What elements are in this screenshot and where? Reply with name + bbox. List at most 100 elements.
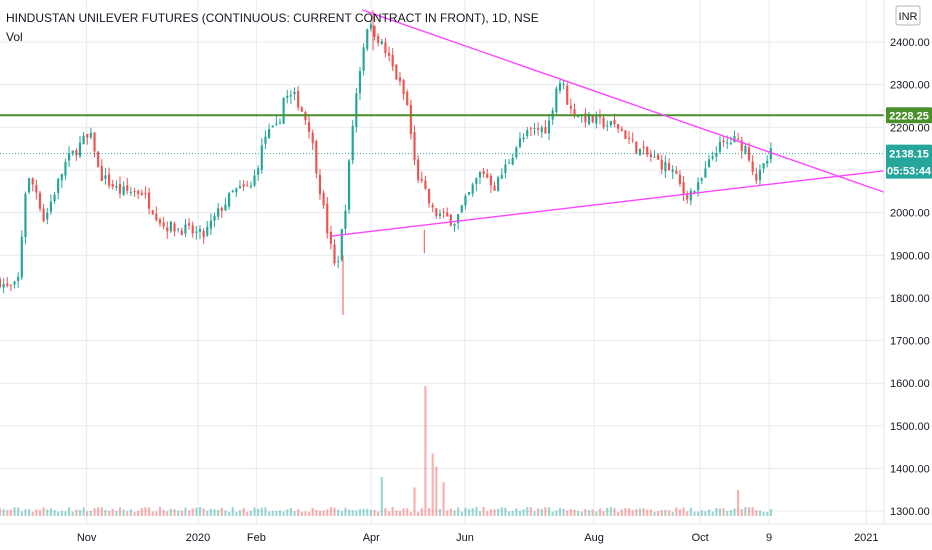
volume-bar [220, 507, 223, 516]
candle-body [318, 174, 322, 195]
candle-body [300, 107, 303, 112]
time-tick: Nov [77, 532, 97, 544]
candle-body [566, 85, 569, 105]
candle-body [740, 140, 743, 151]
candle-body [20, 236, 23, 278]
volume-bar [24, 509, 27, 516]
candle-body [166, 227, 169, 232]
candle-body [638, 148, 642, 156]
volume-bar [511, 510, 514, 516]
candle-body [82, 135, 85, 145]
volume-bar [78, 510, 82, 516]
candle-body [86, 134, 89, 138]
candle-body [627, 137, 631, 139]
volume-bar [540, 509, 543, 516]
volume-bar [413, 487, 416, 516]
volume-bar [707, 509, 711, 516]
candle-body [9, 284, 12, 286]
volume-bar [122, 509, 125, 516]
candle-body [671, 169, 674, 172]
candle-body [355, 93, 358, 127]
volume-bar [609, 507, 612, 516]
candle-body [147, 192, 151, 209]
candle-body [555, 88, 558, 113]
candle-body [326, 203, 329, 234]
volume-bar [613, 508, 616, 516]
candle-body [420, 179, 423, 181]
volume-bar [322, 510, 325, 516]
candle-body [107, 174, 111, 186]
volume-bar [362, 509, 365, 516]
volume-bar [86, 511, 89, 516]
candle-body [366, 29, 369, 49]
price-tick: 1400.00 [890, 464, 930, 476]
candle-body [344, 210, 347, 229]
candle-body [769, 148, 772, 160]
volume-bar [747, 507, 751, 516]
volume-bar [198, 507, 202, 516]
volume-bar [42, 507, 45, 516]
candle-body [475, 178, 478, 184]
volume-bar [49, 508, 52, 516]
price-axis[interactable] [884, 0, 932, 524]
candle-body [162, 222, 165, 227]
candle-body [657, 154, 660, 160]
upper-trendline[interactable] [362, 9, 885, 193]
candle-body [53, 194, 56, 202]
volume-bar [482, 506, 485, 516]
candle-body [264, 136, 267, 144]
volume-bar [631, 510, 634, 516]
candle-body [387, 53, 391, 56]
candle-body [460, 205, 463, 213]
volume-bar [224, 510, 227, 516]
volume-bars [0, 386, 772, 516]
volume-bar [282, 511, 285, 516]
candle-body [398, 77, 402, 82]
volume-bar [177, 510, 180, 516]
candle-body [584, 113, 587, 123]
candle-body [118, 183, 122, 194]
volume-bar [46, 509, 49, 516]
volume-indicator-label[interactable]: Vol [6, 30, 23, 44]
volume-bar [293, 511, 296, 516]
candle-body [104, 175, 107, 179]
lower-trendline[interactable] [331, 170, 885, 237]
candle-body [446, 212, 449, 217]
candle-body [257, 168, 260, 175]
candle-body [518, 138, 522, 147]
volume-bar [20, 511, 23, 516]
candle-body [267, 129, 271, 138]
candle-body [217, 208, 220, 217]
candle-body [111, 184, 114, 187]
time-axis[interactable] [0, 524, 932, 550]
candle-body [286, 95, 289, 98]
volume-bar [762, 511, 765, 516]
volume-bar [89, 510, 92, 516]
volume-bar [137, 510, 140, 516]
volume-bar [464, 507, 467, 516]
candle-body [46, 212, 49, 220]
volume-bar [155, 511, 158, 516]
candle-body [158, 219, 162, 224]
candle-body [362, 47, 365, 71]
candle-body [613, 119, 616, 125]
volume-bar [602, 511, 605, 516]
volume-bar [442, 482, 445, 516]
volume-bar [515, 508, 518, 516]
volume-bar [304, 511, 307, 516]
volume-bar [431, 453, 434, 516]
volume-bar [726, 511, 729, 516]
candle-body [282, 97, 285, 124]
volume-bar [577, 510, 580, 516]
volume-bar [409, 511, 412, 516]
volume-bar [97, 507, 100, 516]
volume-bar [358, 509, 362, 516]
candle-body [391, 54, 394, 67]
currency-badge[interactable] [895, 5, 921, 26]
candle-body [722, 140, 725, 142]
candle-body [715, 153, 718, 157]
volume-bar [420, 508, 423, 516]
volume-bar [377, 511, 380, 516]
volume-bar [402, 508, 405, 516]
